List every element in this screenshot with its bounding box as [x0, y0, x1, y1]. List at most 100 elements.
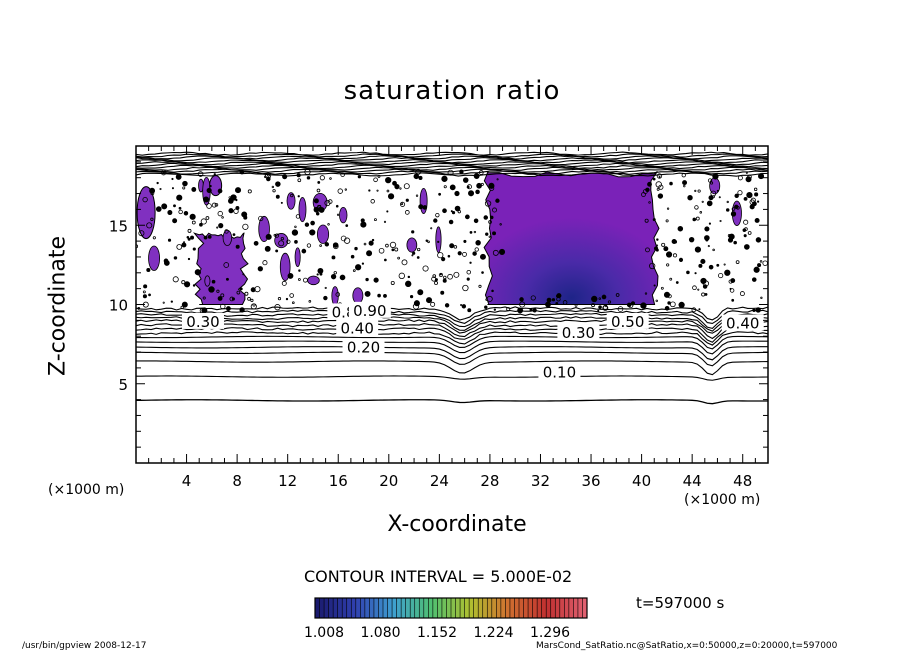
speckle-contour — [754, 217, 760, 223]
speckle-contour — [373, 177, 378, 183]
speckle-contour — [378, 247, 385, 254]
speckle-contour — [447, 254, 451, 258]
speckle-contour — [418, 204, 424, 210]
speckle-contour — [344, 188, 347, 191]
speckle-contour — [365, 277, 369, 282]
speckle-contour — [678, 257, 684, 262]
speckle-contour — [492, 231, 497, 236]
colorbar-swatch — [509, 598, 515, 618]
colorbar-swatch — [373, 598, 379, 618]
contour-label-bg — [336, 319, 379, 336]
speckle-contour — [368, 189, 371, 192]
speckle-contour — [163, 258, 169, 264]
colorbar-swatch — [546, 598, 552, 618]
speckle-contour — [306, 243, 312, 248]
colorbar-swatch — [364, 598, 370, 618]
speckle-contour — [661, 242, 666, 247]
speckle-contour — [425, 239, 429, 243]
speckle-contour — [469, 231, 473, 234]
speckle-contour — [474, 247, 479, 252]
colorbar-tick-label: 1.080 — [360, 625, 400, 641]
speckle-contour — [274, 233, 280, 238]
speckle-contour — [712, 173, 719, 180]
speckle-contour — [417, 247, 421, 252]
speckle-contour — [416, 256, 420, 259]
speckle-contour — [239, 287, 243, 291]
speckle-contour — [389, 241, 397, 249]
speckle-contour — [640, 302, 647, 309]
speckle-contour — [172, 276, 179, 283]
colorbar-swatch — [559, 598, 565, 618]
speckle-contour — [171, 187, 174, 190]
colorbar-swatch — [577, 598, 583, 618]
speckle-contour — [754, 192, 759, 197]
speckle-contour — [694, 205, 699, 210]
speckle-contour — [271, 185, 275, 189]
speckle-contour — [162, 301, 165, 304]
speckle-contour — [173, 204, 176, 208]
speckle-contour — [230, 194, 237, 201]
speckle-contour — [730, 211, 737, 217]
colorbar-swatch — [519, 598, 525, 618]
speckle-contour — [488, 220, 492, 224]
speckle-contour — [220, 293, 225, 298]
speckle-contour — [297, 278, 301, 281]
speckle-contour — [233, 208, 239, 214]
speckle-contour — [708, 222, 712, 225]
speckle-contour — [357, 175, 362, 179]
speckle-contour — [401, 259, 408, 266]
speckle-contour — [707, 178, 713, 183]
speckle-contour — [644, 218, 649, 223]
colorbar-tick-label: 1.152 — [417, 625, 457, 641]
colorbar-tick-label: 1.008 — [304, 625, 344, 641]
speckle-contour — [339, 274, 346, 281]
speckle-contour — [309, 229, 316, 236]
speckle-contour — [242, 223, 249, 230]
speckle-contour — [745, 176, 752, 183]
speckle-contour — [488, 235, 491, 238]
colorbar-swatch — [541, 598, 547, 618]
speckle-contour — [702, 284, 708, 289]
speckle-contour — [277, 297, 282, 301]
speckle-contour — [492, 249, 499, 256]
contour-label-bg — [348, 301, 391, 318]
speckle-contour — [462, 177, 469, 183]
contour-interval-text: CONTOUR INTERVAL = 5.000E-02 — [304, 567, 573, 586]
speckle-contour — [422, 265, 429, 272]
speckle-contour — [655, 181, 662, 188]
speckle-contour — [492, 207, 497, 213]
speckle-contour — [354, 246, 358, 251]
speckle-contour — [247, 189, 252, 194]
colorbar-swatch — [405, 598, 411, 618]
speckle-contour — [182, 180, 188, 187]
speckle-contour — [615, 293, 620, 297]
speckle-contour — [644, 292, 648, 295]
contour-line — [136, 164, 768, 170]
contour-line — [136, 346, 768, 361]
speckle-contour — [697, 189, 701, 193]
speckle-contour — [495, 198, 500, 203]
speckle-contour — [257, 266, 263, 272]
speckle-contour — [324, 286, 327, 290]
speckle-contour — [415, 194, 419, 197]
speckle-contour — [232, 233, 236, 236]
contour-label: 0.30 — [562, 324, 595, 342]
speckle-contour — [335, 292, 341, 297]
speckle-contour — [275, 194, 280, 199]
speckle-contour — [433, 218, 438, 223]
footer-program-date: /usr/bin/gpview 2008-12-17 — [22, 641, 147, 651]
speckle-contour — [626, 302, 632, 308]
colorbar-swatch — [319, 598, 325, 618]
speckle-contour — [298, 269, 301, 272]
speckle-contour — [176, 244, 183, 250]
colorbar-swatch — [342, 598, 348, 618]
speckle-contour — [280, 201, 283, 204]
colorbar-swatch — [532, 598, 538, 618]
contour-line — [136, 168, 768, 173]
speckle-contour — [733, 240, 737, 245]
speckle-contour — [209, 184, 212, 188]
speckle-contour — [360, 221, 367, 228]
speckle-contour — [682, 180, 688, 186]
speckle-contour — [250, 298, 254, 302]
cloud-patch — [294, 247, 301, 268]
